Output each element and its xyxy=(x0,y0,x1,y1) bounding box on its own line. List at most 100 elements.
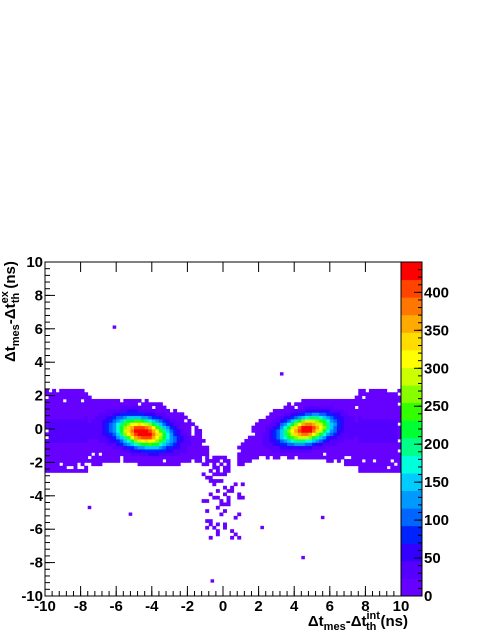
heatmap-cell xyxy=(329,445,334,450)
heatmap-cell xyxy=(69,412,74,417)
heatmap-cell xyxy=(344,408,348,413)
heatmap-cell xyxy=(151,459,156,463)
heatmap-cell xyxy=(351,425,356,430)
heatmap-cell xyxy=(283,442,288,447)
heatmap-cell xyxy=(91,418,96,423)
heatmap-cell xyxy=(77,392,81,396)
colorbar-tick-label: 250 xyxy=(424,398,449,415)
heatmap-cell xyxy=(126,445,131,450)
heatmap-cell xyxy=(383,425,388,430)
heatmap-cell xyxy=(251,425,256,430)
heatmap-cell xyxy=(69,422,74,427)
heatmap-cell xyxy=(272,435,277,440)
heatmap-cell xyxy=(397,462,402,467)
heatmap-cell xyxy=(361,408,366,413)
heatmap-cell xyxy=(176,459,181,463)
heatmap-cell xyxy=(297,415,302,420)
heatmap-cell xyxy=(287,412,292,417)
heatmap-cell xyxy=(393,439,398,443)
heatmap-cell xyxy=(322,439,327,443)
heatmap-cell xyxy=(347,429,352,433)
heatmap-cell xyxy=(376,392,381,396)
heatmap-cell xyxy=(80,432,85,437)
heatmap-cell xyxy=(77,445,81,450)
heatmap-cell xyxy=(319,439,324,443)
heatmap-cell xyxy=(194,439,199,443)
heatmap-cell xyxy=(383,422,388,427)
heatmap-cell xyxy=(269,432,274,437)
heatmap-cell xyxy=(386,422,391,427)
heatmap-cell xyxy=(62,462,67,467)
heatmap-cell xyxy=(52,452,57,457)
heatmap-cell xyxy=(333,408,338,413)
heatmap-cell xyxy=(361,402,366,407)
heatmap-cell xyxy=(66,445,71,450)
heatmap-cell xyxy=(126,422,131,427)
heatmap-cell xyxy=(180,459,185,463)
heatmap-cell xyxy=(376,455,381,460)
heatmap-cell xyxy=(80,422,85,427)
heatmap-cell xyxy=(87,412,92,417)
heatmap-cell xyxy=(329,432,334,437)
heatmap-cell xyxy=(390,415,395,420)
heatmap-cell xyxy=(336,398,341,403)
heatmap-cell xyxy=(187,459,192,463)
heatmap-cell xyxy=(390,408,395,413)
heatmap-cell xyxy=(287,429,292,433)
heatmap-cell xyxy=(354,435,359,440)
heatmap-cell xyxy=(304,432,309,437)
heatmap-cell xyxy=(62,459,67,463)
heatmap-cell xyxy=(155,455,160,460)
outlier-cell xyxy=(128,512,133,516)
heatmap-cell xyxy=(62,455,67,460)
heatmap-cell xyxy=(91,455,96,460)
colorbar-swatch xyxy=(401,578,422,597)
heatmap-cell xyxy=(205,519,210,523)
heatmap-cell xyxy=(66,462,71,467)
heatmap-cell xyxy=(376,398,381,403)
heatmap-cell xyxy=(91,432,96,437)
heatmap-cell xyxy=(141,418,146,423)
heatmap-cell xyxy=(287,449,292,453)
heatmap-cell xyxy=(393,395,398,400)
heatmap-cell xyxy=(77,435,81,440)
heatmap-cell xyxy=(223,465,227,470)
heatmap-cell xyxy=(393,405,398,410)
heatmap-cell xyxy=(322,418,327,423)
heatmap-cell xyxy=(393,425,398,430)
heatmap-cell xyxy=(319,425,324,430)
heatmap-cell xyxy=(198,432,203,437)
heatmap-cell xyxy=(379,449,384,453)
colorbar-swatch xyxy=(401,332,422,351)
heatmap-cell xyxy=(358,398,363,403)
heatmap-cell xyxy=(312,442,316,447)
heatmap-cell xyxy=(379,392,384,396)
heatmap-cell xyxy=(344,445,348,450)
heatmap-cell xyxy=(301,405,306,410)
heatmap-cell xyxy=(368,455,373,460)
heatmap-cell xyxy=(66,452,71,457)
heatmap-cell xyxy=(48,462,53,467)
heatmap-cell xyxy=(365,405,370,410)
heatmap-cell xyxy=(48,442,53,447)
heatmap-cell xyxy=(180,435,185,440)
heatmap-cell xyxy=(69,442,74,447)
heatmap-cell xyxy=(180,455,185,460)
heatmap-cell xyxy=(308,452,313,457)
heatmap-cell xyxy=(158,429,163,433)
heatmap-cell xyxy=(112,408,117,413)
heatmap-cell xyxy=(319,445,324,450)
heatmap-cell xyxy=(94,459,99,463)
heatmap-cell xyxy=(279,435,284,440)
heatmap-cell xyxy=(329,405,334,410)
heatmap-cell xyxy=(126,439,131,443)
heatmap-cell xyxy=(112,442,117,447)
heatmap-cell xyxy=(333,398,338,403)
heatmap-cell xyxy=(98,412,103,417)
heatmap-cell xyxy=(155,435,160,440)
heatmap-cell xyxy=(198,442,203,447)
heatmap-cell xyxy=(226,489,231,493)
heatmap-cell xyxy=(205,455,210,460)
heatmap-cell xyxy=(376,429,381,433)
heatmap-cell xyxy=(66,429,71,433)
